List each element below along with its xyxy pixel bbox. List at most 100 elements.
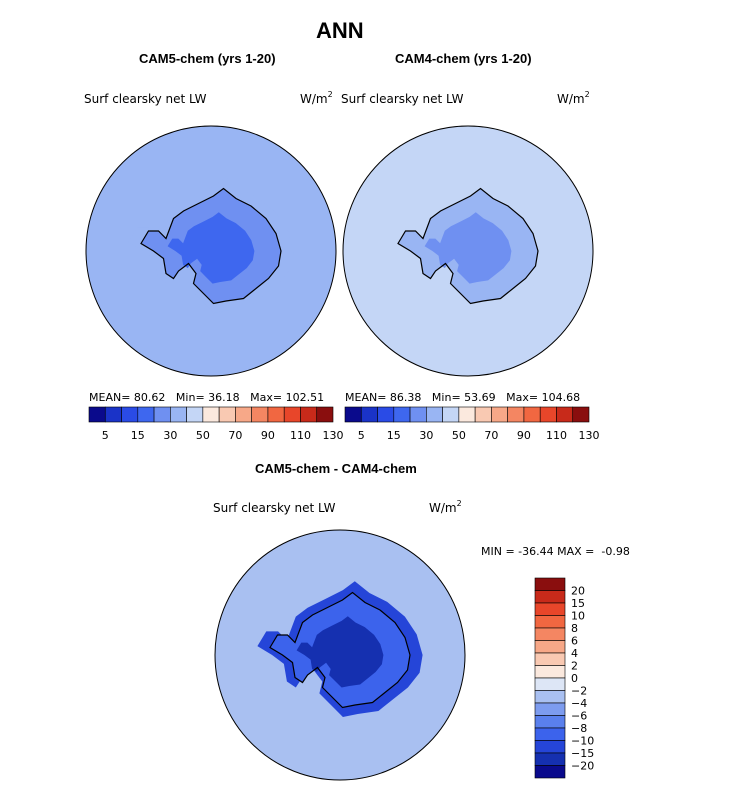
panel-1-colorbar-tick: 90: [261, 429, 275, 442]
diff-variable: Surf clearsky net LW: [213, 501, 336, 515]
panel-2-colorbar-tick: 50: [452, 429, 466, 442]
panel-2-units-base: W/m: [557, 92, 585, 106]
diff-units: W/m2: [429, 499, 462, 515]
panel-1-colorbar-swatch: [235, 406, 252, 423]
panel-1-mean-label: MEAN=: [89, 391, 131, 404]
diff-colorbar-tick: −6: [571, 710, 587, 723]
panel-1-colorbar-tick: 70: [228, 429, 242, 442]
diff-colorbar-swatch: [534, 715, 566, 729]
diff-interior-field: [296, 616, 384, 688]
panel-2-colorbar-tick: 15: [387, 429, 401, 442]
diff-coastline: [269, 591, 411, 709]
panel-2-variable: Surf clearsky net LW: [341, 92, 464, 106]
panel-2-colorbar-swatch: [426, 406, 443, 423]
panel-1-colorbar-swatch: [137, 406, 155, 423]
diff-colorbar-swatch: [534, 652, 566, 666]
panel-1-colorbar-tick: 15: [131, 429, 145, 442]
panel-2-colorbar-tick: 30: [419, 429, 433, 442]
panel-1-colorbar-swatch: [218, 406, 236, 423]
panel-1-interior-field: [167, 212, 255, 284]
panel-2-mean-value: 86.38: [389, 391, 422, 404]
diff-colorbar-swatch: [534, 690, 566, 704]
diff-colorbar-swatch: [534, 577, 566, 591]
panel-1-colorbar-tick: 5: [102, 429, 109, 442]
panel-2-max-value: 104.68: [541, 391, 581, 404]
panel-2-colorbar-tick: 130: [579, 429, 600, 442]
panel-1-max-label: Max=: [250, 391, 283, 404]
panel-2-colorbar-swatch: [572, 406, 590, 423]
panel-1-mean-value: 80.62: [133, 391, 166, 404]
panel-1-map-border: [85, 125, 337, 377]
panel-1-variable: Surf clearsky net LW: [84, 92, 207, 106]
panel-2-title: CAM4-chem (yrs 1-20): [395, 51, 532, 66]
panel-1-colorbar-swatch: [202, 406, 220, 423]
panel-1-title: CAM5-chem (yrs 1-20): [139, 51, 276, 66]
panel-2-min-value: 53.69: [464, 391, 496, 404]
panel-1-colorbar-swatch: [153, 406, 171, 423]
diff-colorbar-swatch: [534, 727, 566, 741]
diff-colorbar-swatch: [534, 752, 566, 766]
panel-2-colorbar-swatch: [360, 406, 378, 423]
diff-colorbar-tick: 10: [571, 610, 585, 623]
diff-colorbar-tick: −10: [571, 735, 594, 748]
panel-1-colorbar-swatch: [170, 406, 187, 423]
panel-1-colorbar-tick: 30: [163, 429, 177, 442]
panel-2-colorbar-swatch: [344, 406, 362, 423]
panel-1-colorbar-swatch: [186, 406, 204, 423]
panel-2-colorbar-swatch: [377, 406, 395, 423]
diff-colorbar-swatch: [534, 640, 566, 654]
panel-2-colorbar-swatch: [442, 406, 460, 423]
panel-1-colorbar-swatch: [267, 406, 285, 423]
diff-units-base: W/m: [429, 501, 457, 515]
panel-2-colorbar-tick: 5: [358, 429, 365, 442]
panel-1-coastline: [140, 187, 282, 305]
panel-2-colorbar-swatch: [556, 406, 574, 423]
panel-1-units: W/m2: [300, 90, 333, 106]
panel-1-colorbar-swatch: [300, 406, 318, 423]
diff-colorbar-tick: 8: [571, 622, 578, 635]
panel-1-units-base: W/m: [300, 92, 328, 106]
panel-1-colorbar-tick: 110: [290, 429, 311, 442]
panel-1-colorbar-swatch: [88, 406, 106, 423]
diff-title: CAM5-chem - CAM4-chem: [255, 461, 417, 476]
panel-1-colorbar-swatch: [283, 406, 301, 423]
panel-2-max-label: Max=: [506, 391, 539, 404]
panel-1-stats: MEAN= 80.62 Min= 36.18 Max= 102.51: [89, 391, 324, 404]
diff-colorbar-tick: −2: [571, 685, 587, 698]
panel-1-units-exp: 2: [327, 90, 333, 99]
panel-2-stats: MEAN= 86.38 Min= 53.69 Max= 104.68: [345, 391, 580, 404]
panel-2-colorbar-swatch: [393, 406, 411, 423]
panel-2-colorbar-tick: 90: [517, 429, 531, 442]
panel-1-colorbar-swatch: [121, 406, 139, 423]
diff-colorbar-tick: −15: [571, 747, 594, 760]
diff-colorbar-tick: −4: [571, 697, 587, 710]
panel-2-colorbar-swatch: [491, 406, 508, 423]
diff-colorbar-tick: −8: [571, 722, 587, 735]
panel-2-colorbar-tick: 70: [484, 429, 498, 442]
panel-1-min-label: Min=: [175, 391, 205, 404]
panel-2-mean-label: MEAN=: [345, 391, 387, 404]
panel-1-colorbar-swatch: [251, 406, 269, 423]
panel-2-interior-field: [424, 212, 512, 284]
diff-colorbar-swatch: [534, 615, 566, 629]
diff-map-group: [214, 529, 466, 781]
diff-colorbar-swatch: [534, 665, 566, 679]
panel-2-colorbar-swatch: [539, 406, 557, 423]
panel-2-units: W/m2: [557, 90, 590, 106]
diff-colorbar-swatch: [534, 765, 566, 779]
diff-colorbar-swatch: [534, 702, 566, 716]
panel-1-colorbar-swatch: [316, 406, 334, 423]
panel-2-colorbar-swatch: [523, 406, 541, 423]
diff-colorbar-tick: 2: [571, 660, 578, 673]
panel-2-coastline: [397, 187, 539, 305]
diff-colorbar-swatch: [534, 677, 566, 691]
diff-stats: MIN = -36.44 MAX = -0.98: [481, 545, 630, 558]
diff-units-exp: 2: [456, 499, 462, 508]
panel-1-map-group: [85, 125, 337, 377]
diff-colorbar-tick: 15: [571, 597, 585, 610]
panel-2-colorbar-swatch: [474, 406, 492, 423]
diff-map-border: [214, 529, 466, 781]
diff-colorbar-tick: 0: [571, 672, 578, 685]
diff-colorbar-tick: 4: [571, 647, 578, 660]
